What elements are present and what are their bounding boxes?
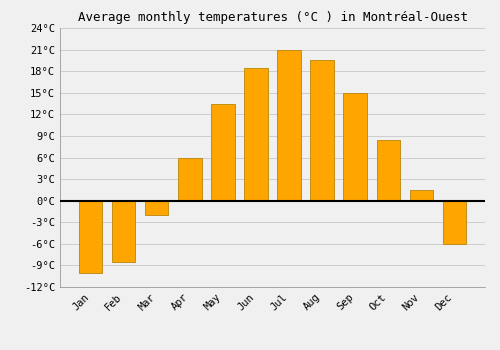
Bar [112,201,136,262]
Bar [146,201,169,215]
Title: Average monthly temperatures (°C ) in Montréal-Ouest: Average monthly temperatures (°C ) in Mo… [78,11,468,24]
Bar [212,104,234,201]
Bar [344,93,366,201]
Bar [442,201,466,244]
Bar [244,68,268,201]
Bar [178,158,202,201]
Bar [80,201,102,273]
Bar [310,60,334,201]
Bar [376,140,400,201]
Bar [278,50,300,201]
Bar [410,190,432,201]
